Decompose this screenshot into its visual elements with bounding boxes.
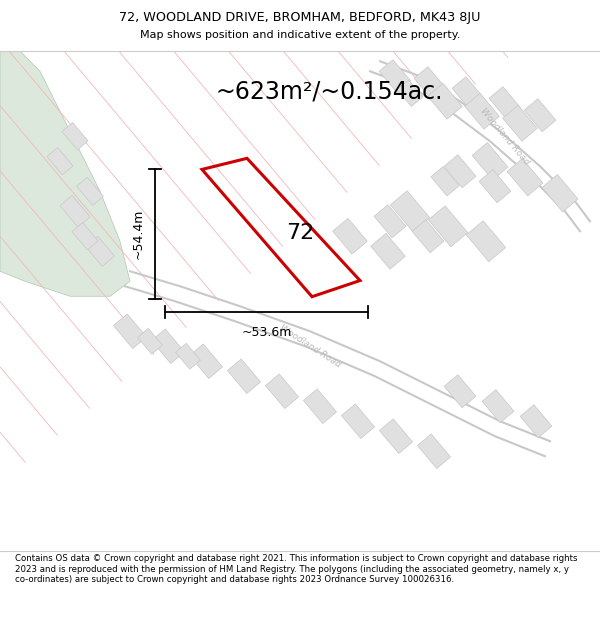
Polygon shape: [47, 148, 73, 175]
Polygon shape: [151, 329, 185, 364]
Polygon shape: [452, 77, 484, 110]
Polygon shape: [332, 218, 367, 254]
Polygon shape: [428, 206, 467, 247]
Polygon shape: [190, 344, 223, 379]
Polygon shape: [472, 142, 508, 180]
Polygon shape: [524, 99, 556, 132]
Polygon shape: [304, 389, 337, 424]
Text: 72: 72: [286, 223, 314, 243]
Text: Woodland Road: Woodland Road: [479, 106, 531, 166]
Polygon shape: [72, 222, 98, 250]
Text: ~623m²/~0.154ac.: ~623m²/~0.154ac.: [215, 79, 443, 103]
Polygon shape: [482, 390, 514, 422]
Polygon shape: [77, 177, 103, 206]
Polygon shape: [265, 374, 299, 409]
Text: 72, WOODLAND DRIVE, BROMHAM, BEDFORD, MK43 8JU: 72, WOODLAND DRIVE, BROMHAM, BEDFORD, MK…: [119, 11, 481, 24]
Polygon shape: [62, 122, 88, 150]
Polygon shape: [60, 196, 90, 227]
Polygon shape: [113, 314, 146, 349]
Polygon shape: [86, 236, 115, 266]
Polygon shape: [503, 106, 538, 141]
Polygon shape: [341, 404, 374, 439]
Polygon shape: [428, 83, 463, 119]
Polygon shape: [412, 220, 444, 253]
Polygon shape: [397, 80, 423, 106]
Polygon shape: [371, 233, 406, 269]
Polygon shape: [520, 405, 552, 437]
Polygon shape: [379, 60, 411, 92]
Polygon shape: [374, 205, 406, 238]
Polygon shape: [431, 166, 459, 196]
Polygon shape: [444, 375, 476, 408]
Polygon shape: [542, 174, 578, 212]
Polygon shape: [507, 159, 543, 196]
Polygon shape: [464, 93, 499, 129]
Polygon shape: [391, 191, 430, 232]
Polygon shape: [418, 434, 451, 469]
Polygon shape: [137, 328, 163, 354]
Polygon shape: [0, 51, 130, 296]
Text: ~53.6m: ~53.6m: [241, 326, 292, 339]
Text: Map shows position and indicative extent of the property.: Map shows position and indicative extent…: [140, 30, 460, 40]
Polygon shape: [466, 221, 506, 262]
Text: Woodland Road: Woodland Road: [278, 323, 342, 369]
Polygon shape: [489, 87, 521, 120]
Text: Contains OS data © Crown copyright and database right 2021. This information is : Contains OS data © Crown copyright and d…: [15, 554, 577, 584]
Polygon shape: [414, 67, 446, 100]
Polygon shape: [227, 359, 260, 394]
Text: ~54.4m: ~54.4m: [132, 209, 145, 259]
Polygon shape: [444, 155, 476, 188]
Polygon shape: [176, 343, 200, 369]
Polygon shape: [379, 419, 413, 454]
Polygon shape: [479, 170, 511, 202]
